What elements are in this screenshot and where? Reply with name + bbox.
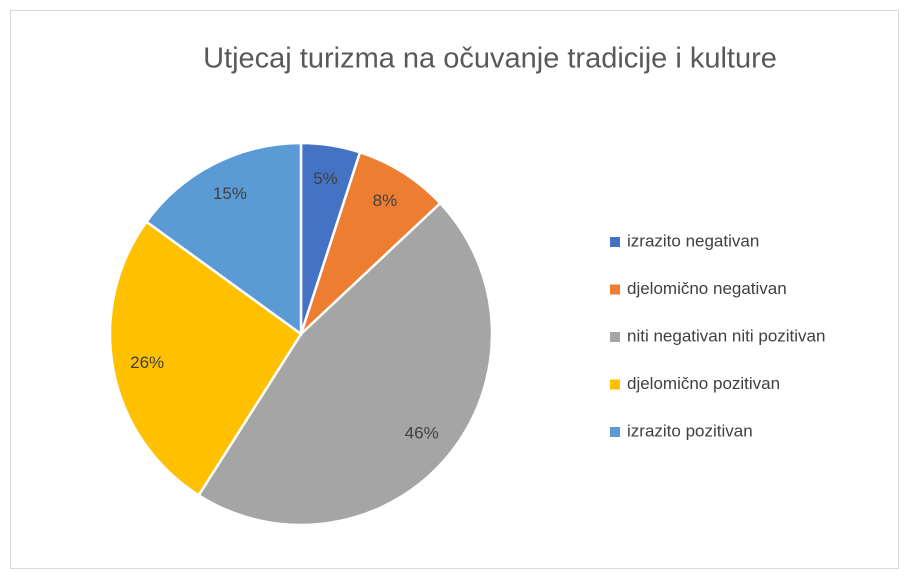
legend-label: izrazito pozitivan bbox=[627, 421, 753, 440]
pie-slice bbox=[144, 141, 303, 337]
legend-label: izrazito negativan bbox=[627, 231, 759, 250]
pie-slice bbox=[108, 219, 303, 497]
legend-label: djelomično negativan bbox=[627, 279, 787, 298]
legend-swatch bbox=[610, 237, 620, 247]
legend-label: niti negativan niti pozitivan bbox=[627, 326, 825, 345]
legend-label: djelomično pozitivan bbox=[627, 374, 780, 393]
pie-slice bbox=[299, 150, 443, 335]
pie-slice bbox=[196, 201, 494, 527]
chart-title: Utjecaj turizma na očuvanje tradicije i … bbox=[203, 43, 777, 75]
value-label: 26% bbox=[130, 353, 164, 372]
value-label: 15% bbox=[213, 184, 247, 203]
value-label: 5% bbox=[313, 169, 338, 188]
value-label: 8% bbox=[373, 191, 398, 210]
legend-swatch bbox=[610, 332, 620, 342]
value-label: 46% bbox=[405, 423, 439, 442]
legend-swatch bbox=[610, 284, 620, 295]
legend-swatch bbox=[610, 379, 620, 390]
legend-swatch bbox=[610, 427, 620, 437]
